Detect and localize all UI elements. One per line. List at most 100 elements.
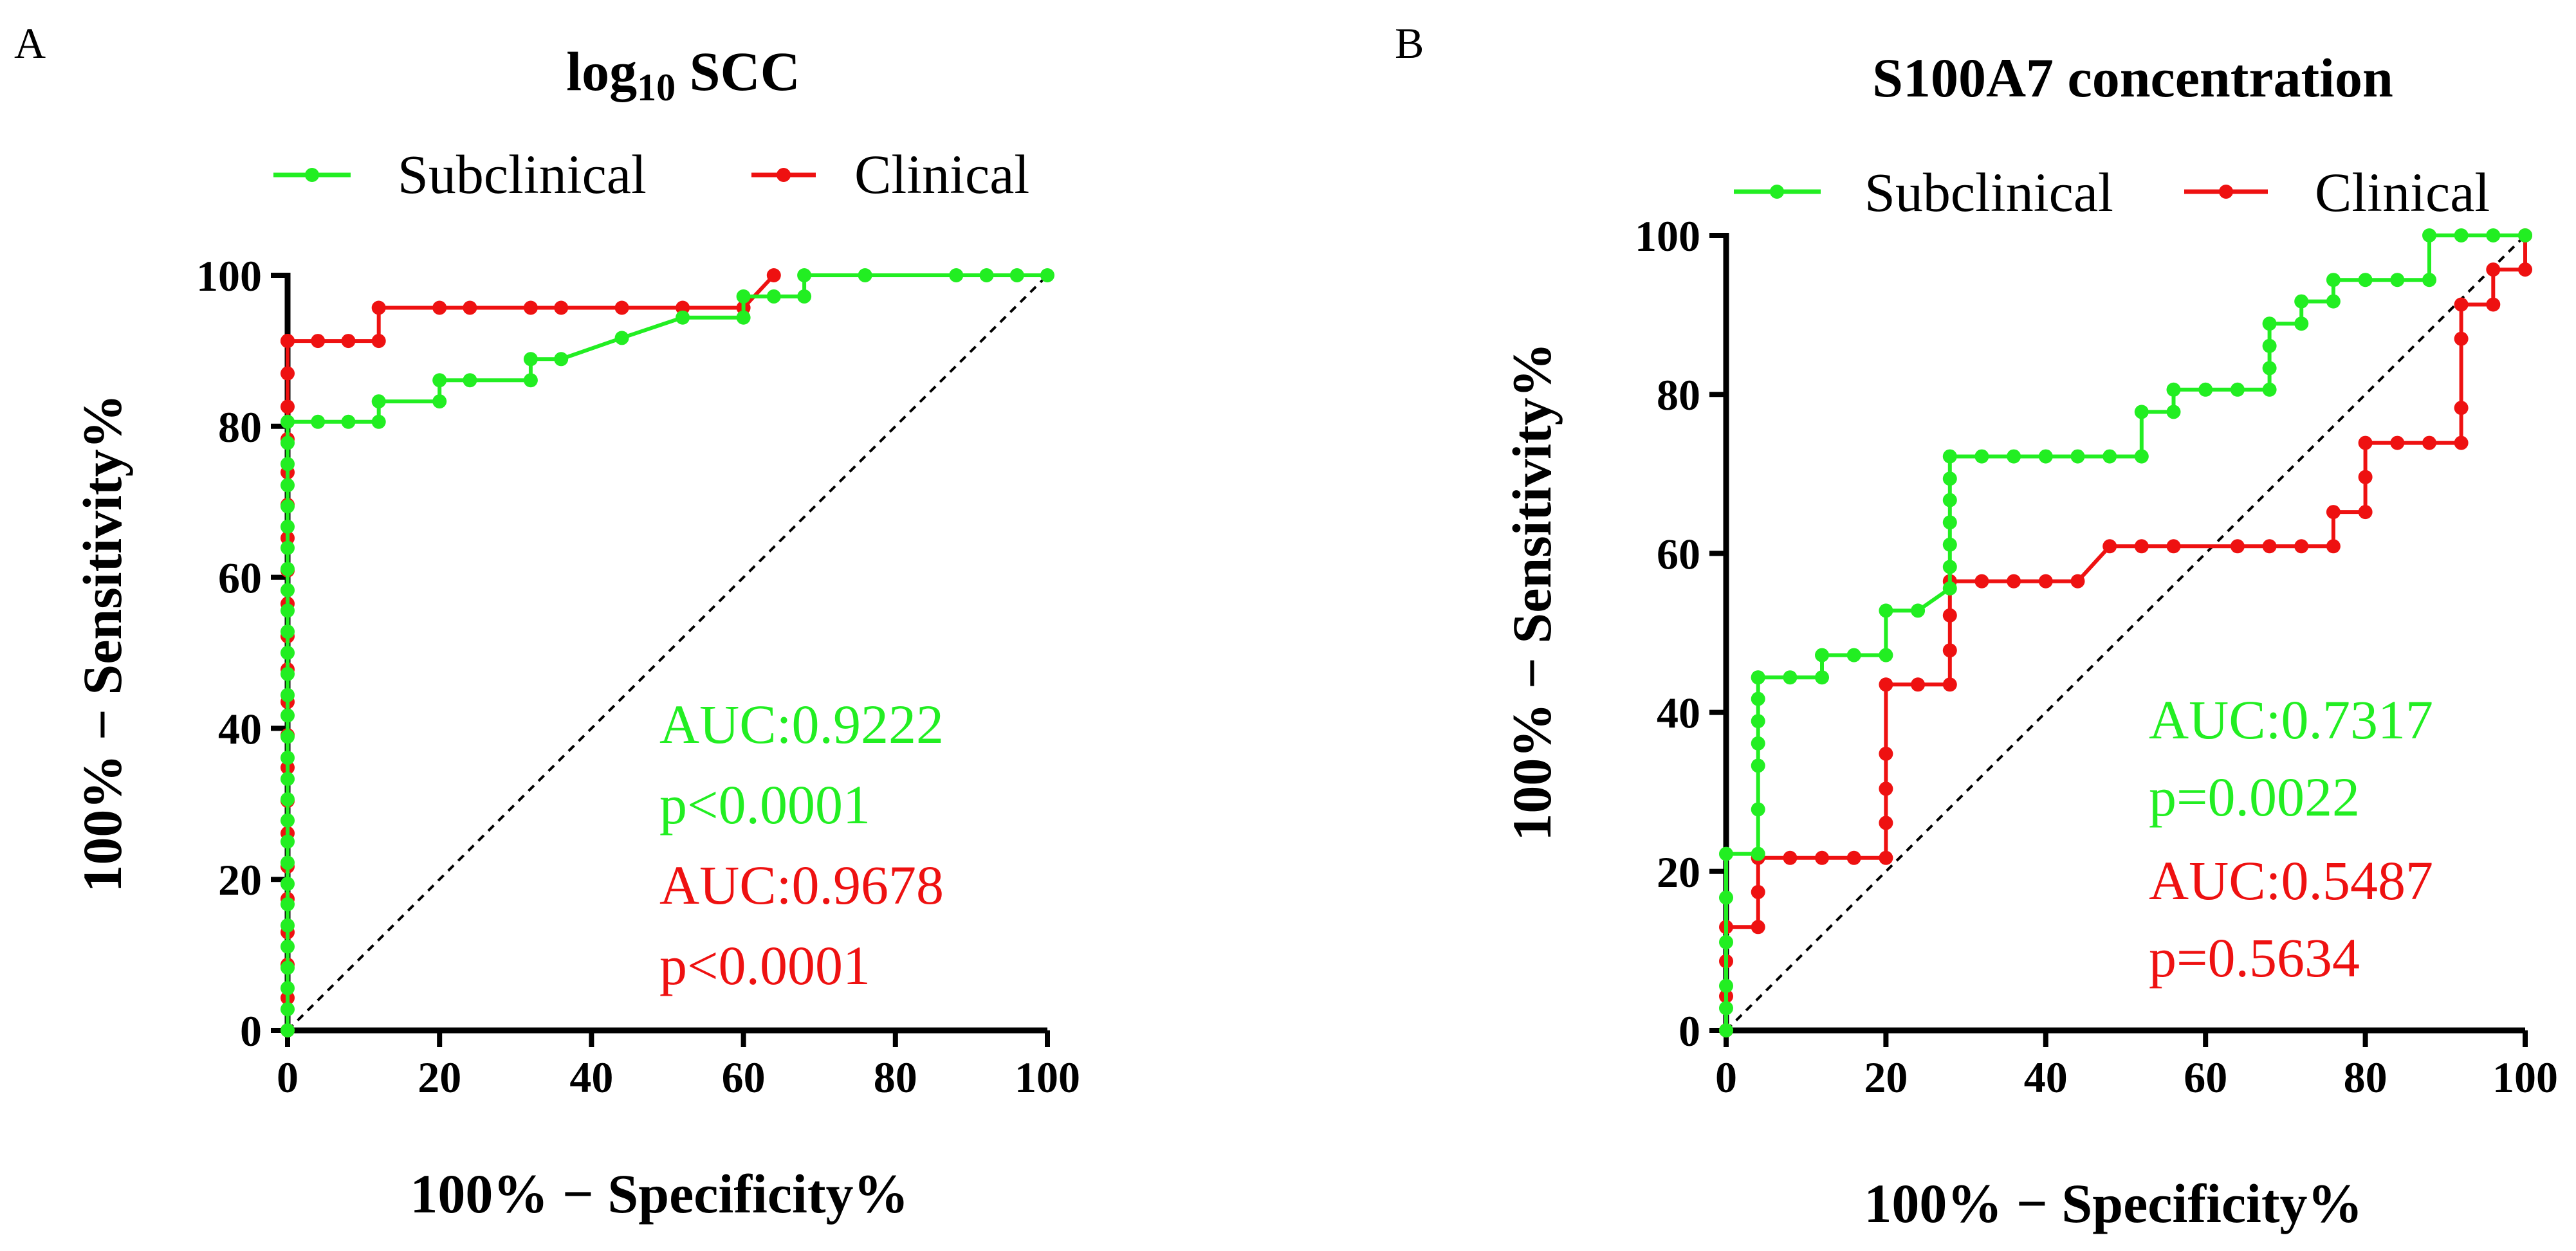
y-tick-label-b-0: 0 [1679,1007,1700,1055]
x-tick-label-b-80: 80 [2344,1053,2387,1102]
data-point-b-subclinical [1751,758,1765,773]
data-point-b-subclinical [2230,382,2245,397]
p-value-clinical-b: p=0.5634 [2149,927,2360,989]
data-point-b-subclinical [2262,338,2277,353]
p-value-clinical-a: p<0.0001 [659,935,870,996]
data-point-a-subclinical [979,268,994,282]
data-point-a-clinical [311,334,326,349]
data-point-b-subclinical [2102,449,2117,464]
data-point-a-clinical [614,300,629,315]
y-tick-label-a-40: 40 [218,704,262,753]
y-tick-label-a-60: 60 [218,554,262,603]
data-point-b-subclinical [2262,382,2277,397]
data-point-a-subclinical [281,666,295,681]
data-point-b-subclinical [1783,670,1798,685]
legend-swatch-b-clinical [2184,185,2268,199]
y-tick-label-b-80: 80 [1657,370,1700,419]
data-point-a-subclinical [281,813,295,828]
reference-diagonal-b [1725,234,2526,1032]
y-tick-label-b-20: 20 [1657,848,1700,897]
data-point-b-subclinical [1719,890,1733,905]
data-point-b-clinical [2134,539,2149,554]
data-point-a-clinical [463,300,477,315]
data-point-a-subclinical [523,352,538,367]
data-point-b-clinical [1879,746,1893,761]
data-point-a-subclinical [281,414,295,429]
auc-clinical-b: AUC:0.5487 [2149,850,2433,911]
y-tick-label-a-20: 20 [218,855,262,904]
x-axis-label-b: 100% − Specificity% [1864,1173,2362,1234]
data-point-a-subclinical [949,268,964,282]
data-point-b-subclinical [2486,228,2501,242]
data-point-b-clinical [2358,470,2373,484]
data-point-a-subclinical [281,1002,295,1017]
data-point-b-subclinical [2070,449,2085,464]
data-point-a-subclinical [797,268,812,282]
data-point-a-clinical [432,300,447,315]
data-point-b-subclinical [1942,581,1957,596]
data-point-b-subclinical [2007,449,2021,464]
data-point-b-clinical [2454,435,2469,450]
data-point-b-clinical [2454,297,2469,312]
data-point-b-subclinical [1974,449,1989,464]
data-point-b-subclinical [2294,316,2309,331]
annotations-a: AUC:0.9222 p<0.0001 AUC:0.9678 p<0.0001 [659,693,944,996]
data-point-b-subclinical [1879,648,1893,662]
data-point-b-clinical [1911,677,1926,692]
data-point-b-subclinical [1751,670,1765,685]
x-tick-label-a-20: 20 [418,1053,461,1102]
data-point-b-subclinical [2454,228,2469,242]
data-point-b-clinical [2038,574,2053,589]
data-point-b-subclinical [1751,736,1765,751]
data-point-a-subclinical [736,289,751,304]
data-point-b-clinical [2390,435,2405,450]
data-point-b-clinical [1974,574,1989,589]
title-a-log: log [566,41,637,102]
data-point-b-subclinical [1815,670,1829,685]
data-point-a-subclinical [281,688,295,702]
x-tick-label-a-0: 0 [277,1053,299,1102]
data-point-b-subclinical [1719,935,1733,949]
data-point-a-subclinical [281,960,295,975]
data-point-a-subclinical [281,583,295,598]
data-point-b-subclinical [1719,978,1733,993]
data-point-b-subclinical [2262,361,2277,376]
data-point-b-subclinical [1719,1023,1733,1037]
data-point-a-subclinical [281,562,295,576]
panel-b: B S100A7 concentration Subclinical Clini… [1395,19,2558,1234]
title-a-subscript: 10 [637,66,676,109]
series-line-a-subclinical [286,273,1047,1030]
data-point-a-subclinical [281,435,295,450]
data-point-b-subclinical [2422,273,2436,288]
legend-label-b-clinical: Clinical [2315,161,2490,223]
data-point-a-subclinical [371,394,386,409]
title-a-scc: SCC [676,41,800,102]
auc-clinical-a: AUC:0.9678 [659,854,944,916]
data-point-b-clinical [1942,643,1957,658]
y-tick-label-b-40: 40 [1657,689,1700,738]
data-point-b-subclinical [2518,228,2532,242]
data-point-b-clinical [1942,608,1957,623]
data-point-a-subclinical [614,331,629,345]
data-point-b-clinical [2358,435,2373,450]
data-point-a-subclinical [281,792,295,807]
legend-swatch-a-clinical [751,168,816,182]
data-point-b-clinical [2102,539,2117,554]
x-tick-label-a-100: 100 [1015,1053,1080,1102]
data-point-b-clinical [1942,677,1957,692]
data-point-a-subclinical [797,289,812,304]
data-point-b-subclinical [1815,648,1829,662]
y-axis-label-a: 100% − Sensitivity% [71,394,133,892]
data-point-b-subclinical [1942,537,1957,552]
reference-diagonal-a [286,274,1049,1032]
data-point-b-subclinical [1942,493,1957,507]
data-point-b-clinical [1879,850,1893,865]
chart-title-a: log10 SCC [566,41,800,109]
data-point-b-subclinical [2134,405,2149,419]
data-point-a-subclinical [736,310,751,325]
data-point-b-clinical [2486,297,2501,312]
data-point-b-clinical [2422,435,2436,450]
data-point-b-clinical [1846,850,1861,865]
legend-a: Subclinical Clinical [273,143,1029,205]
